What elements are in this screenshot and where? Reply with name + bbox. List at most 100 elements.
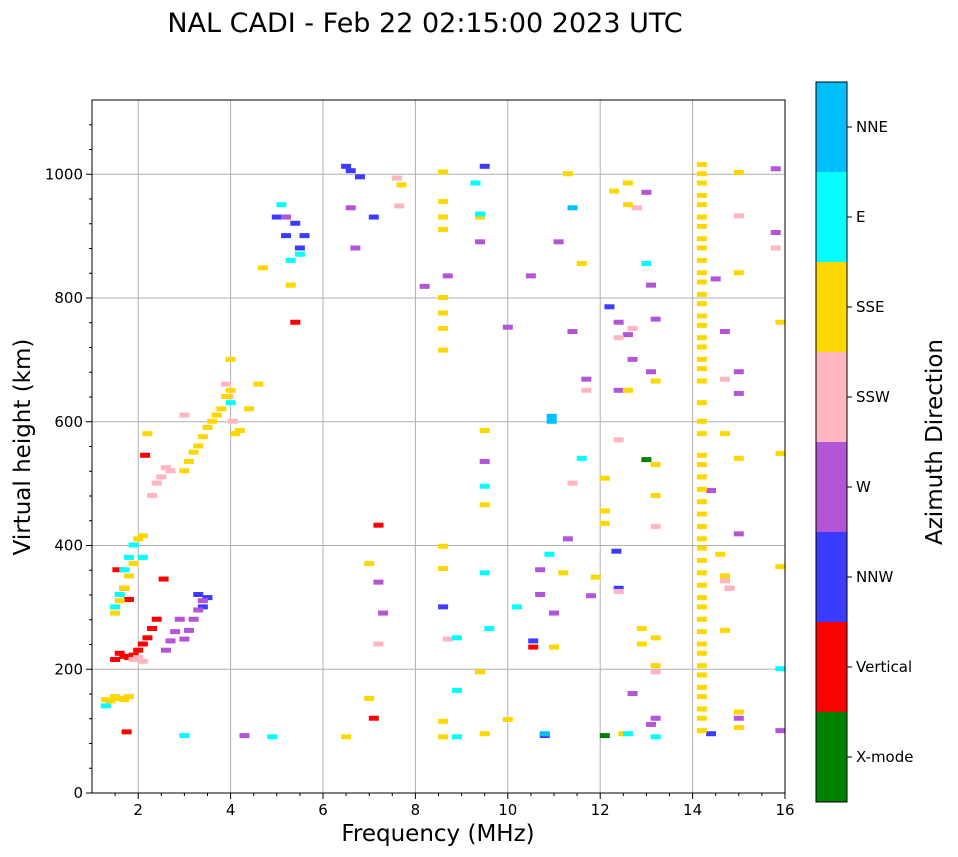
chart-title: NAL CADI - Feb 22 02:15:00 2023 UTC xyxy=(167,8,682,39)
data-point-sse xyxy=(696,499,707,505)
data-point-sse xyxy=(775,564,786,570)
colorbar-tick-label: E xyxy=(856,208,865,226)
data-point-ssw xyxy=(227,418,238,424)
data-point-w xyxy=(646,721,657,727)
data-point-sse xyxy=(110,610,121,616)
data-point-nnw xyxy=(354,174,365,180)
data-point-sse xyxy=(438,199,449,205)
data-point-sse xyxy=(479,428,490,434)
data-point-e xyxy=(276,202,287,208)
data-point-sse xyxy=(696,582,707,588)
data-point-sse xyxy=(225,387,236,393)
data-point-w xyxy=(535,592,546,597)
data-point-sse xyxy=(696,641,707,647)
data-point-w xyxy=(622,332,633,338)
data-point-sse xyxy=(696,214,707,220)
data-point-w xyxy=(581,376,592,382)
x-tick-label: 8 xyxy=(411,801,421,819)
data-point-sse xyxy=(599,520,610,526)
colorbar-tick-label: SSW xyxy=(856,388,890,406)
data-point-sse xyxy=(650,493,661,498)
data-point-sse xyxy=(719,431,730,437)
data-point-e xyxy=(267,734,278,740)
data-point-e xyxy=(451,687,462,693)
data-point-w xyxy=(562,536,573,542)
data-point-sse xyxy=(696,418,707,424)
data-point-vertical xyxy=(137,641,148,647)
data-point-w xyxy=(553,239,564,245)
data-point-w xyxy=(442,273,453,279)
data-point-sse xyxy=(341,734,352,740)
data-point-sse xyxy=(475,214,486,220)
data-point-sse xyxy=(715,551,726,557)
data-point-sse xyxy=(119,585,130,591)
data-point-sse xyxy=(133,536,144,542)
data-point-sse xyxy=(696,245,707,251)
data-point-sse xyxy=(253,381,264,387)
colorbar-frame xyxy=(815,81,848,803)
colorbar-tick-label: NNW xyxy=(856,568,893,586)
data-point-e xyxy=(512,604,523,610)
data-point-vertical xyxy=(112,567,123,573)
data-point-sse xyxy=(733,725,744,731)
data-point-sse xyxy=(733,170,744,176)
data-point-w xyxy=(770,230,781,236)
data-point-vertical xyxy=(158,576,169,582)
data-point-e xyxy=(641,260,652,266)
data-point-sse xyxy=(220,394,231,399)
data-point-e xyxy=(622,731,633,737)
data-point-nnw xyxy=(611,548,622,554)
data-point-w xyxy=(733,369,744,375)
x-tick-label: 4 xyxy=(226,801,236,819)
data-point-w xyxy=(239,733,250,739)
data-point-nne xyxy=(567,205,578,211)
data-point-e xyxy=(123,554,134,560)
data-point-nne xyxy=(539,731,550,737)
data-point-sse xyxy=(650,663,661,669)
data-point-nnw xyxy=(299,233,310,239)
data-point-sse xyxy=(364,561,375,567)
data-point-sse xyxy=(119,697,130,703)
data-point-ssw xyxy=(179,412,190,418)
data-point-w xyxy=(706,488,717,494)
colorbar: X-mode Vertical NNW W SSW SSE E NNE xyxy=(815,81,913,803)
data-point-nnw xyxy=(341,163,352,169)
data-point-w xyxy=(479,458,490,464)
data-point-x-mode xyxy=(599,733,610,739)
data-point-ssw xyxy=(650,669,661,675)
data-point-sse xyxy=(479,502,490,508)
data-point-w xyxy=(188,616,199,622)
data-point-vertical xyxy=(290,319,301,325)
x-tick-label: 16 xyxy=(775,801,794,819)
data-point-w xyxy=(613,319,624,325)
data-point-sse xyxy=(696,672,707,678)
data-point-sse xyxy=(696,616,707,622)
data-point-sse xyxy=(696,462,707,468)
x-tick-label: 6 xyxy=(318,801,328,819)
data-point-sse xyxy=(137,533,148,539)
data-point-w xyxy=(174,616,185,622)
data-point-vertical xyxy=(151,616,162,622)
data-point-sse xyxy=(696,694,707,700)
y-axis-ticks: 0 200 400 600 800 1000 xyxy=(45,124,92,802)
data-point-sse xyxy=(216,406,227,412)
data-point-sse xyxy=(244,406,255,412)
data-point-ssw xyxy=(151,480,162,486)
data-point-sse xyxy=(207,418,218,424)
data-point-vertical xyxy=(133,647,144,653)
data-point-sse xyxy=(123,573,134,579)
data-point-e xyxy=(484,626,495,632)
data-point-w xyxy=(585,593,596,599)
data-point-sse xyxy=(622,180,633,186)
data-point-sse xyxy=(105,698,116,704)
x-tick-label: 2 xyxy=(133,801,143,819)
data-point-nne xyxy=(546,418,557,424)
data-point-sse xyxy=(696,545,707,551)
data-point-w xyxy=(197,598,208,604)
data-point-sse xyxy=(719,573,730,579)
data-point-nnw xyxy=(193,592,204,597)
colorbar-swatch xyxy=(816,82,847,172)
data-point-sse xyxy=(438,566,449,572)
data-point-nne xyxy=(546,413,557,419)
